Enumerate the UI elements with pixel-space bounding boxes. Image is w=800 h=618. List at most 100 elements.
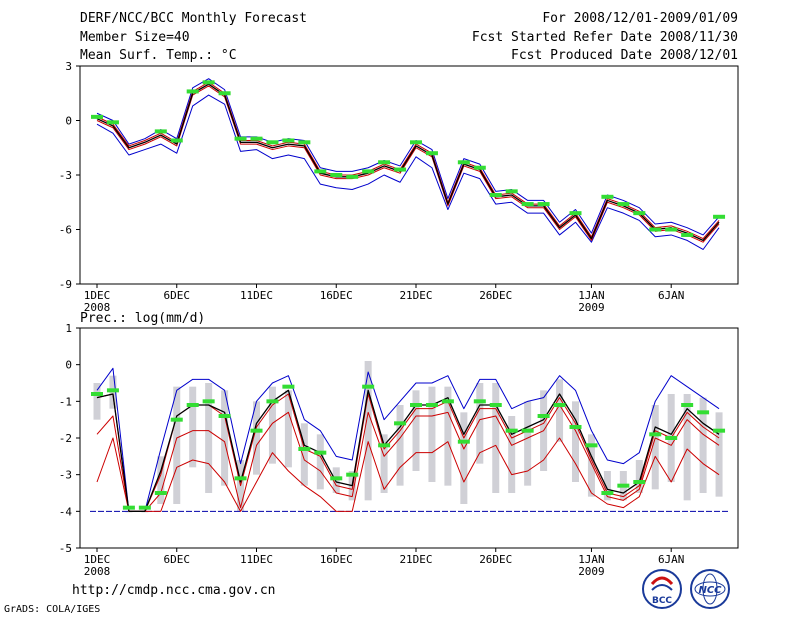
range-bar — [173, 386, 181, 504]
x-tick-label: 1JAN — [578, 553, 605, 566]
range-bar — [412, 390, 420, 471]
series-max-line — [96, 367, 720, 512]
observed-marker — [713, 428, 726, 433]
y-tick-label: -3 — [59, 469, 72, 482]
observed-marker — [633, 480, 646, 484]
x-tick-label: 16DEC — [320, 553, 353, 566]
observed-marker — [601, 491, 614, 495]
observed-marker — [665, 436, 678, 440]
grads-credit: GrADS: COLA/IGES — [4, 604, 101, 615]
x-tick-label: 1JAN — [578, 289, 605, 302]
x-tick-label: 26DEC — [479, 553, 512, 566]
observed-marker — [569, 211, 582, 216]
observed-marker — [91, 392, 103, 396]
observed-marker — [362, 384, 375, 389]
observed-marker — [282, 384, 295, 389]
x-tick-label: 16DEC — [320, 289, 353, 302]
observed-marker — [537, 414, 550, 418]
range-bar — [316, 434, 324, 490]
observed-marker — [473, 165, 486, 170]
ncc-logo-text: NCC — [698, 585, 722, 596]
y-tick-label: 3 — [65, 60, 72, 73]
series-lower-line — [96, 404, 720, 512]
x-tick-label: 1DEC — [84, 553, 111, 566]
observed-marker — [681, 403, 694, 407]
range-bar — [93, 383, 101, 420]
range-bar — [603, 471, 611, 501]
y-tick-label: -9 — [59, 278, 72, 291]
range-bar — [508, 416, 516, 493]
range-bar — [460, 412, 468, 504]
observed-marker — [202, 80, 215, 85]
observed-marker — [441, 399, 454, 404]
range-bar — [364, 361, 372, 501]
observed-marker — [378, 160, 391, 165]
chart-title: DERF/NCC/BCC Monthly Forecast — [80, 11, 307, 26]
x-tick-year: 2009 — [578, 301, 605, 314]
range-bar — [587, 434, 595, 497]
observed-marker — [330, 476, 343, 481]
ncc-logo: NCC — [690, 569, 730, 609]
range-bar — [492, 383, 500, 493]
series-min-line — [96, 94, 720, 250]
range-bar — [428, 386, 436, 482]
range-bar — [157, 456, 165, 504]
observed-marker — [505, 428, 518, 433]
observed-marker — [489, 192, 502, 197]
range-bar — [268, 386, 276, 464]
observed-marker — [202, 399, 215, 404]
range-bar — [635, 460, 643, 493]
range-bar — [683, 394, 691, 501]
observed-marker — [218, 414, 231, 418]
range-bar — [284, 390, 292, 468]
x-tick-label: 6JAN — [658, 289, 685, 302]
observed-marker — [106, 388, 119, 393]
observed-marker — [314, 450, 327, 455]
observed-marker — [425, 403, 438, 407]
observed-marker — [394, 421, 407, 426]
observed-marker — [298, 140, 311, 145]
y-tick-label: -2 — [59, 432, 72, 445]
observed-marker — [170, 417, 183, 422]
observed-marker — [617, 202, 630, 207]
observed-marker — [537, 202, 550, 207]
source-url[interactable]: http://cmdp.ncc.cma.gov.cn — [72, 583, 276, 598]
observed-marker — [346, 174, 359, 179]
x-tick-label: 26DEC — [479, 289, 512, 302]
series-upper-line — [96, 81, 720, 240]
observed-marker — [457, 439, 470, 444]
range-bar — [380, 434, 388, 493]
observed-marker — [425, 151, 438, 156]
panel-title: Prec.: log(mm/d) — [80, 311, 205, 326]
observed-marker — [521, 428, 534, 433]
range-bar — [524, 401, 532, 486]
observed-marker — [138, 505, 151, 510]
observed-marker — [473, 399, 486, 404]
observed-marker — [601, 194, 614, 199]
x-tick-label: 6DEC — [164, 553, 191, 566]
observed-marker — [713, 214, 726, 219]
range-bar — [651, 405, 659, 490]
y-tick-label: -4 — [59, 505, 73, 518]
observed-marker — [569, 425, 582, 429]
observed-marker — [266, 140, 279, 145]
observed-marker — [378, 443, 391, 448]
x-tick-label: 1DEC — [84, 289, 111, 302]
observed-marker — [154, 491, 167, 495]
observed-marker — [394, 167, 407, 172]
observed-marker — [633, 211, 646, 216]
observed-marker — [489, 403, 502, 407]
observed-marker — [617, 483, 630, 488]
x-tick-label: 6DEC — [164, 289, 191, 302]
panel-frame — [79, 65, 739, 285]
range-bar — [556, 379, 564, 442]
observed-marker — [234, 476, 247, 481]
observed-marker — [521, 202, 534, 207]
range-bar — [300, 423, 308, 486]
observed-marker — [362, 169, 375, 174]
range-bar — [396, 405, 404, 486]
observed-marker — [282, 138, 295, 143]
observed-marker — [266, 399, 279, 404]
range-bar — [476, 383, 484, 464]
